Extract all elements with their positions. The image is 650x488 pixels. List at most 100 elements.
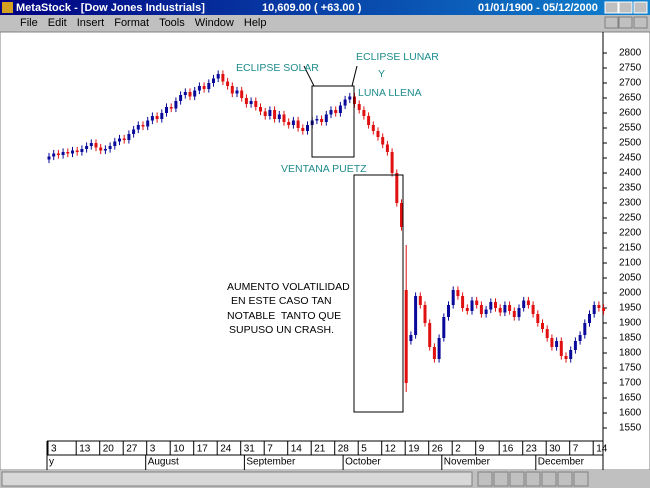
candle-body xyxy=(451,290,455,305)
candle-body xyxy=(367,116,371,125)
y-tick-label: 1950 xyxy=(619,303,642,314)
y-tick-label: 2150 xyxy=(619,243,642,254)
candle-body xyxy=(583,323,587,335)
candle-body xyxy=(61,152,65,155)
candle-body xyxy=(437,338,441,359)
candle-body xyxy=(296,120,300,128)
y-tick-label: 1600 xyxy=(619,408,642,419)
candle-body xyxy=(479,305,483,314)
x-tick-label: 14 xyxy=(596,444,608,455)
maximize-button[interactable] xyxy=(618,1,633,14)
window-title: MetaStock - [Dow Jones Industrials] xyxy=(16,2,205,14)
candle-body xyxy=(160,113,164,119)
candle-body xyxy=(320,119,324,122)
zoom-button[interactable] xyxy=(525,471,541,487)
candle-body xyxy=(127,134,131,140)
candle-body xyxy=(165,107,168,113)
menu-item[interactable]: File xyxy=(20,17,38,29)
candle-body xyxy=(484,309,488,314)
candle-body xyxy=(75,150,79,152)
candle-body xyxy=(423,305,427,323)
close-button[interactable] xyxy=(633,1,648,14)
candle-body xyxy=(550,338,554,347)
y-tick-label: 1900 xyxy=(619,318,642,329)
note-line: AUMENTO VOLATILIDAD xyxy=(227,281,350,293)
date-range: 01/01/1900 - 05/12/2000 xyxy=(478,2,598,14)
candle-body xyxy=(47,156,51,160)
menu-item[interactable]: Tools xyxy=(159,17,185,29)
zoom-button[interactable] xyxy=(509,471,525,487)
candle-body xyxy=(447,305,450,317)
doc-close-button[interactable] xyxy=(633,16,648,29)
chart-window xyxy=(0,31,650,471)
candle-body xyxy=(193,90,197,97)
menu-item[interactable]: Edit xyxy=(48,17,67,29)
y-tick-label: 1700 xyxy=(619,378,642,389)
note-line: NOTABLE TANTO QUE xyxy=(227,310,341,322)
menu-item[interactable]: Insert xyxy=(77,17,105,29)
candle-body xyxy=(287,122,291,125)
candle-body xyxy=(592,305,596,314)
candle-body xyxy=(212,78,215,83)
minimize-button[interactable] xyxy=(604,1,619,14)
x-tick-label: 2 xyxy=(455,444,461,455)
candle-body xyxy=(315,119,319,121)
scrollbar-thumb[interactable] xyxy=(1,471,473,487)
zoom-button[interactable] xyxy=(541,471,557,487)
candle-body xyxy=(512,311,516,317)
candle-body xyxy=(465,308,469,311)
y-tick-label: 2700 xyxy=(619,78,642,89)
y-tick-label: 1550 xyxy=(619,423,642,434)
candle-body xyxy=(432,347,436,359)
menu-item[interactable]: Format xyxy=(114,17,149,29)
menu-item[interactable]: Help xyxy=(244,17,267,29)
y-tick-label: 2800 xyxy=(619,48,642,59)
candle-body xyxy=(188,92,192,97)
candle-body xyxy=(461,296,465,308)
candle-body xyxy=(559,341,563,356)
candle-body xyxy=(150,116,154,121)
candle-body xyxy=(94,143,98,148)
y-tick-label: 2350 xyxy=(619,183,642,194)
candle-body xyxy=(268,110,272,116)
candle-body xyxy=(263,111,267,116)
candle-body xyxy=(122,138,126,140)
note-line: EN ESTE CASO TAN xyxy=(231,295,332,307)
candle-body xyxy=(89,143,93,146)
candle-body xyxy=(80,149,84,152)
x-tick-label: 14 xyxy=(291,444,303,455)
scroll-button[interactable] xyxy=(493,471,509,487)
candle-body xyxy=(207,83,211,89)
menu-bar: File Edit Insert Format Tools Window Help xyxy=(20,17,267,29)
candle-body xyxy=(381,137,385,145)
x-tick-label: 28 xyxy=(338,444,350,455)
candle-body xyxy=(108,146,112,149)
menu-item[interactable]: Window xyxy=(195,17,234,29)
candle-body xyxy=(348,96,352,100)
doc-minimize-button[interactable] xyxy=(604,16,619,29)
y-tick-label: 2500 xyxy=(619,138,642,149)
annotations xyxy=(303,65,404,413)
x-tick-label: 16 xyxy=(502,444,514,455)
candle-body xyxy=(141,125,145,127)
y-tick-label: 2100 xyxy=(619,258,642,269)
y-tick-label: 2250 xyxy=(619,213,642,224)
x-tick-label: 31 xyxy=(244,444,256,455)
scroll-button[interactable] xyxy=(477,471,493,487)
scroll-button[interactable] xyxy=(557,471,573,487)
candle-body xyxy=(334,110,338,113)
annotation: Y xyxy=(378,68,385,80)
annotation-pointer xyxy=(351,65,358,87)
x-tick-label: 13 xyxy=(79,444,91,455)
x-tick-label: 26 xyxy=(432,444,444,455)
candle-body xyxy=(66,152,70,154)
scroll-button[interactable] xyxy=(573,471,589,487)
title-buttons xyxy=(604,1,648,29)
candle-body xyxy=(338,105,342,113)
plot: 1550 1600 1650 1700 1750 1800 1850 1900 1950 2000… xyxy=(46,48,642,470)
candle-body xyxy=(489,302,493,310)
candle-body xyxy=(56,153,60,155)
month-label: November xyxy=(444,457,491,468)
doc-restore-button[interactable] xyxy=(618,16,633,29)
